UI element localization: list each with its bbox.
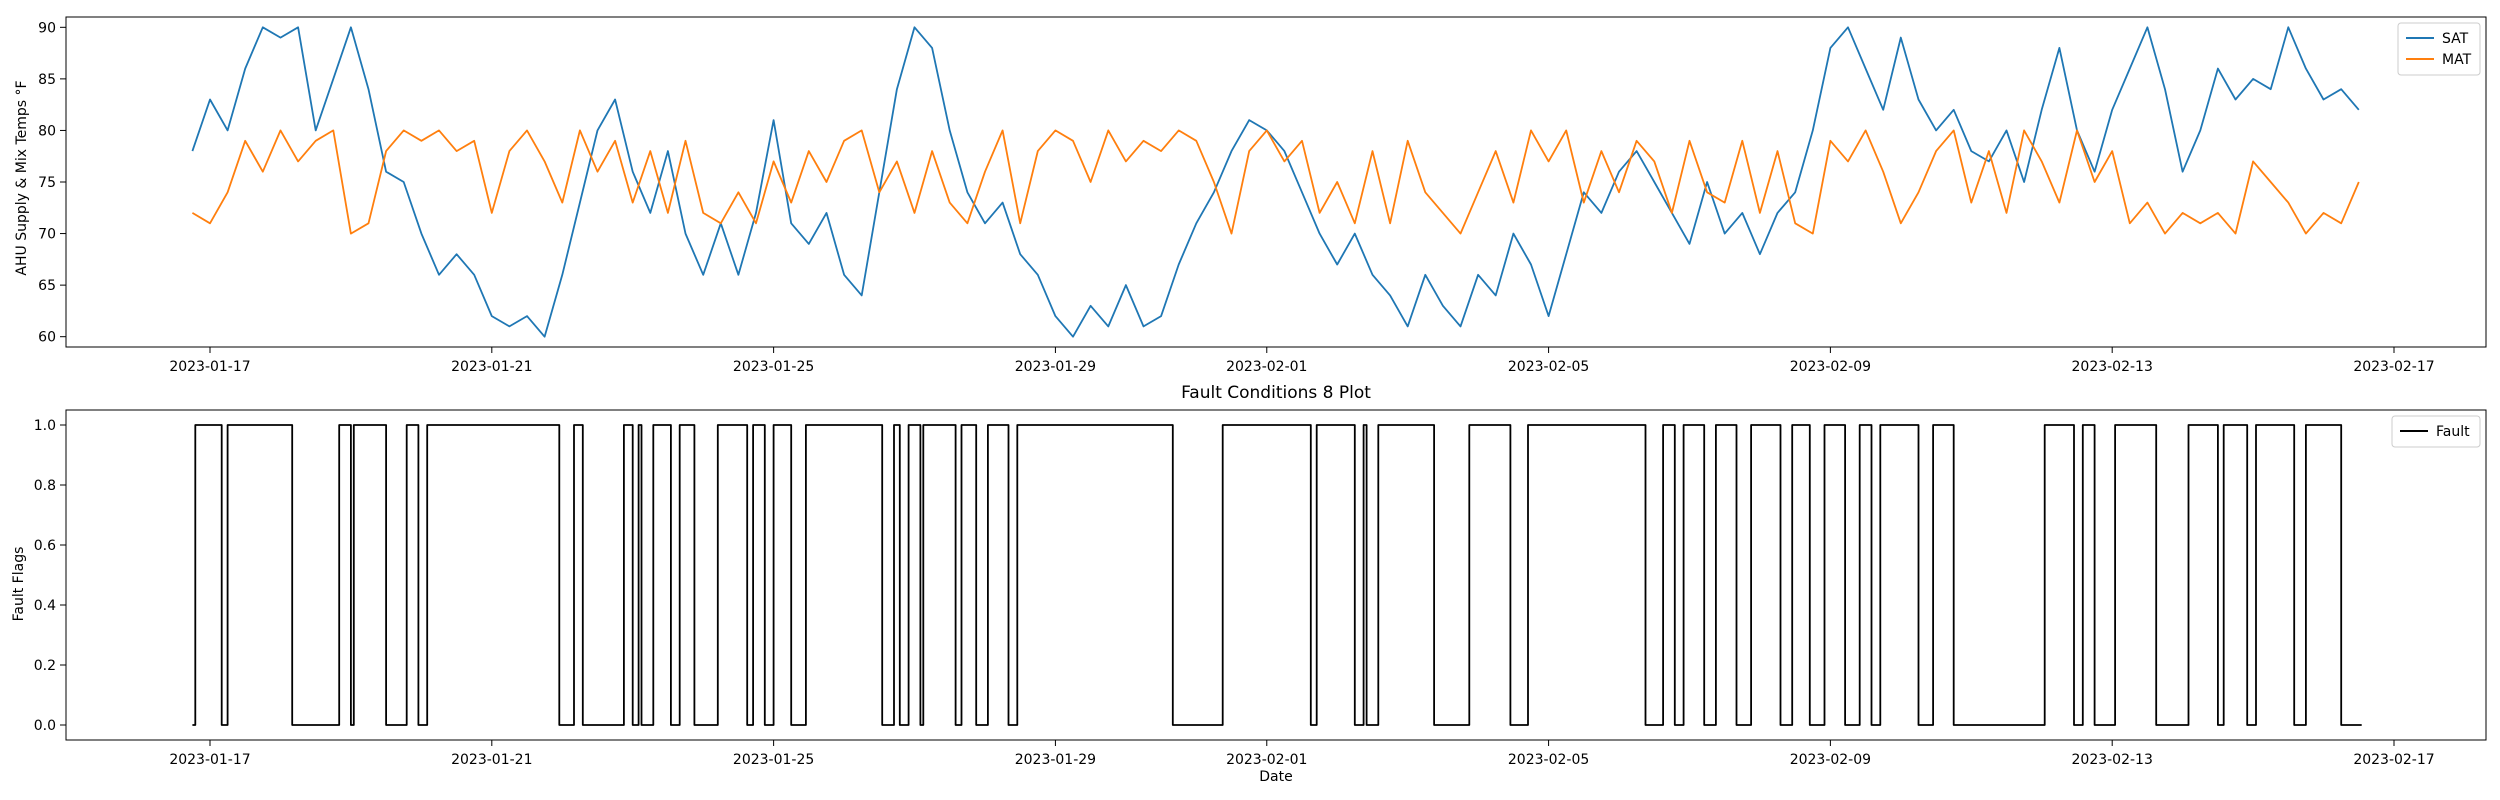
bottom-chart-title: Fault Conditions 8 Plot [1181,383,1371,403]
top-plot-frame [65,16,2487,348]
bottom-y-tick-label: 0.0 [34,718,56,734]
top-x-tick-label: 2023-02-17 [2353,359,2434,375]
bottom-x-tick-label: 2023-02-01 [1226,752,1307,768]
top-y-tick-label: 75 [38,175,56,191]
bottom-legend-box [2391,415,2481,448]
top-y-tick-label: 65 [38,278,56,294]
top-series-mat-line [191,129,2360,235]
bottom-x-tick-label: 2023-02-09 [1790,752,1871,768]
top-y-tick-label: 70 [38,227,56,243]
top-x-tick-label: 2023-01-29 [1015,359,1096,375]
bottom-y-axis-label: Fault Flags [11,547,27,622]
fault-chart: 0.0 0.2 0.4 0.6 0.8 1.0 2023-01-17 2023-01-21 20… [34,409,2487,768]
bottom-x-tick-label: 2023-01-25 [733,752,814,768]
top-legend-label-sat: SAT [2442,31,2469,47]
bottom-x-tick-label: 2023-01-17 [169,752,250,768]
top-x-tick-label: 2023-02-09 [1790,359,1871,375]
bottom-y-tick-label: 1.0 [34,418,56,434]
bottom-x-tick-label: 2023-02-05 [1508,752,1589,768]
top-y-tick-label: 90 [38,20,56,36]
top-legend-box [2397,22,2481,76]
top-series-sat-line [191,26,2360,338]
top-y-tick-label: 60 [38,330,56,346]
bottom-y-tick-label: 0.8 [34,478,56,494]
top-legend: SAT MAT [2397,22,2481,76]
bottom-legend: Fault [2391,415,2481,448]
top-y-tick-label: 80 [38,123,56,139]
bottom-plot-frame [65,409,2487,741]
top-x-tick-label: 2023-02-01 [1226,359,1307,375]
bottom-x-axis-label: Date [1259,769,1292,785]
bottom-x-tick-label: 2023-01-21 [451,752,532,768]
top-x-tick-label: 2023-02-13 [2072,359,2153,375]
top-x-tick-label: 2023-01-17 [169,359,250,375]
bottom-x-tick-label: 2023-01-29 [1015,752,1096,768]
bottom-y-tick-label: 0.6 [34,538,56,554]
temperature-chart: 60 65 70 75 80 85 90 2023-01-17 2023-01-21 2023-0… [38,16,2487,375]
bottom-y-tick-label: 0.4 [34,598,56,614]
top-x-tick-label: 2023-01-25 [733,359,814,375]
top-x-tick-label: 2023-01-21 [451,359,532,375]
bottom-legend-label-fault: Fault [2436,424,2470,440]
bottom-y-tick-label: 0.2 [34,658,56,674]
top-y-axis-label: AHU Supply & Mix Temps °F [14,80,30,275]
bottom-x-tick-label: 2023-02-17 [2353,752,2434,768]
bottom-x-tick-label: 2023-02-13 [2072,752,2153,768]
top-legend-label-mat: MAT [2442,52,2472,68]
top-y-tick-label: 85 [38,72,56,88]
bottom-series-fault-line [192,424,2362,726]
top-x-tick-label: 2023-02-05 [1508,359,1589,375]
